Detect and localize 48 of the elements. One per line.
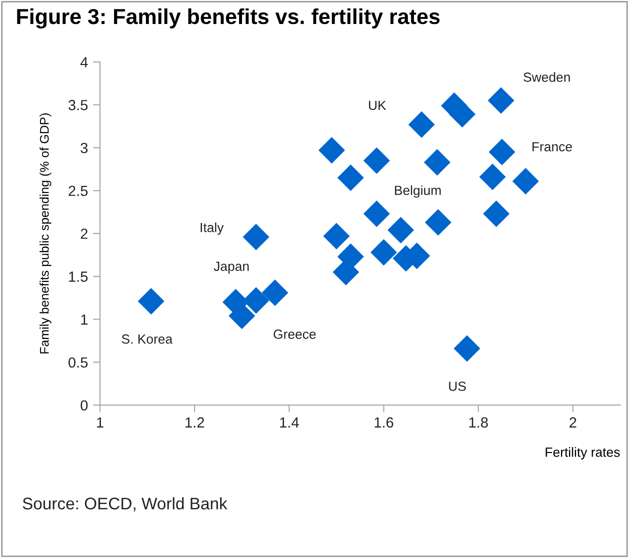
point <box>480 164 506 190</box>
point <box>338 164 364 191</box>
x-tick-label: 1.8 <box>469 417 488 428</box>
annotation: US <box>449 382 466 391</box>
point <box>364 200 390 227</box>
y-axis-title: Family benefits public spending (% of GDP) <box>40 113 52 354</box>
point <box>318 137 345 164</box>
annotation: S. Korea <box>122 334 173 344</box>
point <box>424 149 450 176</box>
y-tick-label: 3 <box>80 142 88 154</box>
y-tick-label: 4 <box>80 57 88 68</box>
y-tick-label: 2 <box>80 228 88 239</box>
point <box>408 112 435 138</box>
x-tick-label: 1 <box>97 417 104 428</box>
point <box>243 287 270 314</box>
point <box>425 209 452 236</box>
annotation: Italy <box>200 222 224 235</box>
source-note: Source: OECD, World Bank <box>22 497 228 512</box>
annotation: Belgium <box>394 185 441 198</box>
point <box>243 224 270 250</box>
point <box>512 168 539 194</box>
x-tick-label: 2 <box>570 417 576 428</box>
x-tick-label: 1.4 <box>280 417 299 428</box>
point <box>483 200 510 227</box>
y-tick-label: 3.5 <box>68 100 88 110</box>
point <box>388 217 414 244</box>
point <box>138 288 164 314</box>
y-tick-label: 1.5 <box>69 272 88 282</box>
point <box>262 280 288 306</box>
point <box>370 239 397 266</box>
annotation: UK <box>368 100 386 110</box>
point <box>364 148 390 174</box>
annotation: Japan <box>214 262 249 274</box>
x-tick-label: 1.2 <box>186 417 204 428</box>
x-axis-title: Fertility rates <box>546 447 620 460</box>
y-tick-label: 0.5 <box>68 357 88 368</box>
x-tick-label: 1.6 <box>374 417 394 428</box>
point <box>323 223 350 250</box>
point <box>489 139 515 165</box>
annotation: Sweden <box>524 72 570 82</box>
point <box>488 88 514 114</box>
annotation: France <box>532 142 572 152</box>
annotation: Greece <box>274 330 316 339</box>
y-tick-label: 2.5 <box>68 186 88 196</box>
point <box>454 336 480 362</box>
y-tick-label: 1 <box>81 314 88 325</box>
y-tick-label: 0 <box>80 400 88 411</box>
chart-title: Figure 3: Family benefits vs. fertility rates <box>17 8 440 29</box>
